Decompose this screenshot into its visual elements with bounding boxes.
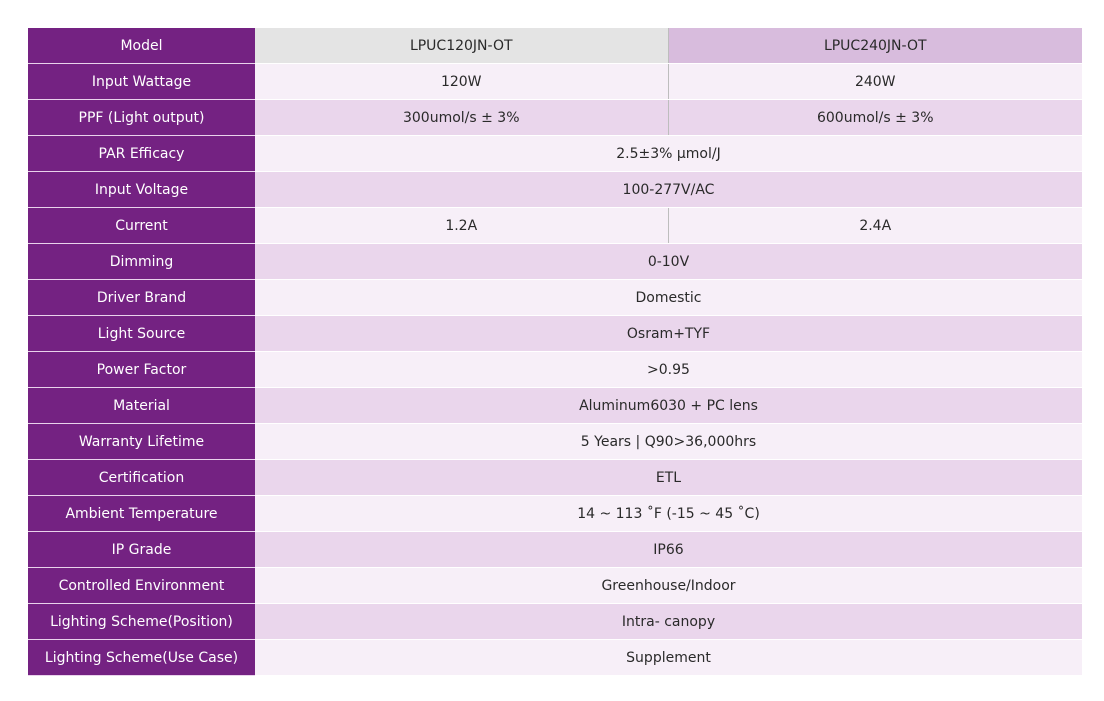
row-label: Warranty Lifetime — [28, 423, 255, 460]
row-value: ETL — [255, 459, 1082, 496]
spec-table: Model LPUC120JN-OT LPUC240JN-OT Input Wa… — [28, 28, 1082, 676]
row-value: Domestic — [255, 279, 1082, 316]
spec-row-model: Model LPUC120JN-OT LPUC240JN-OT — [28, 28, 1082, 64]
spec-row-certification: Certification ETL — [28, 459, 1082, 496]
row-value: Supplement — [255, 639, 1082, 676]
row-value: 300umol/s ± 3% — [255, 99, 669, 136]
row-label: PAR Efficacy — [28, 135, 255, 172]
row-value: 2.5±3% μmol/J — [255, 135, 1082, 172]
spec-row-dimming: Dimming 0-10V — [28, 243, 1082, 280]
row-value: 120W — [255, 63, 669, 100]
row-value: Aluminum6030 + PC lens — [255, 387, 1082, 424]
spec-row-controlled-environment: Controlled Environment Greenhouse/Indoor — [28, 567, 1082, 604]
row-label: PPF (Light output) — [28, 99, 255, 136]
row-label: Power Factor — [28, 351, 255, 388]
spec-row-lighting-position: Lighting Scheme(Position) Intra- canopy — [28, 603, 1082, 640]
row-value: 600umol/s ± 3% — [668, 99, 1082, 136]
spec-row-lighting-use-case: Lighting Scheme(Use Case) Supplement — [28, 639, 1082, 676]
row-label: Lighting Scheme(Use Case) — [28, 639, 255, 676]
spec-row-ambient-temperature: Ambient Temperature 14 ~ 113 ˚F (-15 ~ 4… — [28, 495, 1082, 532]
row-label: Dimming — [28, 243, 255, 280]
spec-row-ppf: PPF (Light output) 300umol/s ± 3% 600umo… — [28, 99, 1082, 136]
row-label: IP Grade — [28, 531, 255, 568]
row-label: Ambient Temperature — [28, 495, 255, 532]
row-value: 240W — [668, 63, 1082, 100]
row-value: 0-10V — [255, 243, 1082, 280]
row-value: 1.2A — [255, 207, 669, 244]
row-label: Material — [28, 387, 255, 424]
spec-row-par-efficacy: PAR Efficacy 2.5±3% μmol/J — [28, 135, 1082, 172]
row-value: 100-277V/AC — [255, 171, 1082, 208]
row-value: 14 ~ 113 ˚F (-15 ~ 45 ˚C) — [255, 495, 1082, 532]
spec-row-power-factor: Power Factor >0.95 — [28, 351, 1082, 388]
model-name: LPUC120JN-OT — [255, 28, 669, 64]
spec-row-driver-brand: Driver Brand Domestic — [28, 279, 1082, 316]
row-value: 5 Years | Q90>36,000hrs — [255, 423, 1082, 460]
row-label: Lighting Scheme(Position) — [28, 603, 255, 640]
row-value: Osram+TYF — [255, 315, 1082, 352]
spec-row-material: Material Aluminum6030 + PC lens — [28, 387, 1082, 424]
row-label: Driver Brand — [28, 279, 255, 316]
row-value: 2.4A — [668, 207, 1082, 244]
row-label: Controlled Environment — [28, 567, 255, 604]
row-value: Intra- canopy — [255, 603, 1082, 640]
spec-row-ip-grade: IP Grade IP66 — [28, 531, 1082, 568]
spec-row-warranty: Warranty Lifetime 5 Years | Q90>36,000hr… — [28, 423, 1082, 460]
spec-row-input-voltage: Input Voltage 100-277V/AC — [28, 171, 1082, 208]
row-label: Input Voltage — [28, 171, 255, 208]
row-label: Certification — [28, 459, 255, 496]
row-label: Current — [28, 207, 255, 244]
row-value: >0.95 — [255, 351, 1082, 388]
spec-row-light-source: Light Source Osram+TYF — [28, 315, 1082, 352]
row-label: Model — [28, 28, 255, 64]
model-name: LPUC240JN-OT — [668, 28, 1082, 64]
row-label: Input Wattage — [28, 63, 255, 100]
row-label: Light Source — [28, 315, 255, 352]
row-value: Greenhouse/Indoor — [255, 567, 1082, 604]
spec-row-input-wattage: Input Wattage 120W 240W — [28, 63, 1082, 100]
row-value: IP66 — [255, 531, 1082, 568]
spec-row-current: Current 1.2A 2.4A — [28, 207, 1082, 244]
